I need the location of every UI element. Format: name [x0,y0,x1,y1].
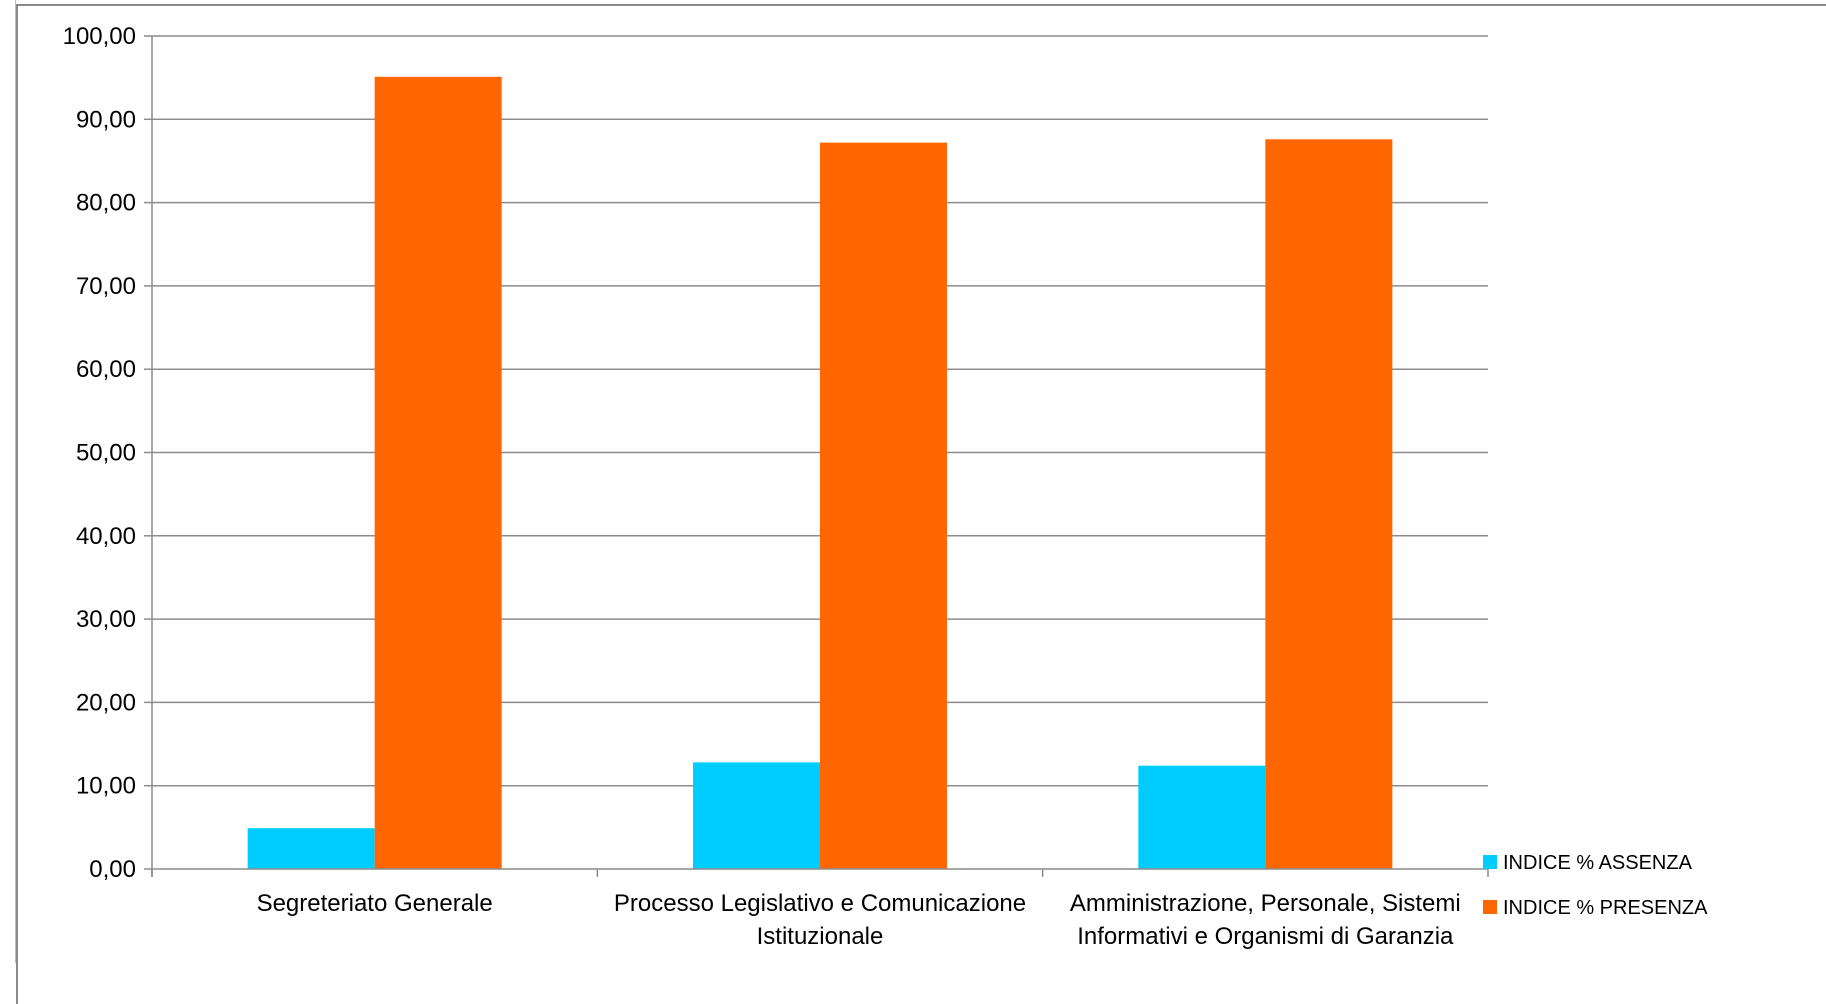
y-tick-label: 0,00 [89,856,136,883]
bar-assenza [1138,765,1266,869]
y-tick-label: 20,00 [76,689,136,716]
legend-label: INDICE % PRESENZA [1503,897,1708,919]
y-tick-label: 100,00 [63,23,136,50]
bars [247,76,1393,870]
y-tick-label: 50,00 [76,440,136,467]
x-category-label: Amministrazione, Personale, Sistemi [1070,890,1461,917]
axes [151,36,1489,877]
y-tick-label: 30,00 [76,606,136,633]
bar-chart: 0,00 10,00 20,00 30,00 40,00 50,00 60,00 70,00 8… [63,23,1709,950]
y-tick-label: 10,00 [76,773,136,800]
bar-assenza [247,828,375,869]
y-tick-label: 70,00 [76,273,136,300]
y-tick-label: 90,00 [76,106,136,133]
y-tick-label: 80,00 [76,190,136,217]
chart-frame [16,4,1826,1004]
x-category-label: Segreteriato Generale [257,890,493,917]
bar-presenza [820,142,947,869]
bar-presenza [1265,139,1393,870]
legend-label: INDICE % ASSENZA [1503,852,1693,874]
x-category-label: Processo Legislativo e Comunicazione [614,890,1026,917]
x-category-label: Istituzionale [757,923,884,950]
y-tick-label: 40,00 [76,523,136,550]
y-tick-label: 60,00 [76,356,136,383]
x-category-label: Informativi e Organismi di Garanzia [1077,923,1454,950]
legend: INDICE % ASSENZA INDICE % PRESENZA [1483,852,1708,919]
x-axis-categories: Segreteriato Generale Processo Legislativ… [257,890,1461,950]
y-axis-ticks: 0,00 10,00 20,00 30,00 40,00 50,00 60,00 70,00 8… [63,23,152,883]
legend-swatch [1483,855,1497,869]
legend-swatch [1483,900,1497,914]
window-left-edge [0,0,16,963]
bar-presenza [374,76,502,869]
bar-assenza [693,762,820,869]
